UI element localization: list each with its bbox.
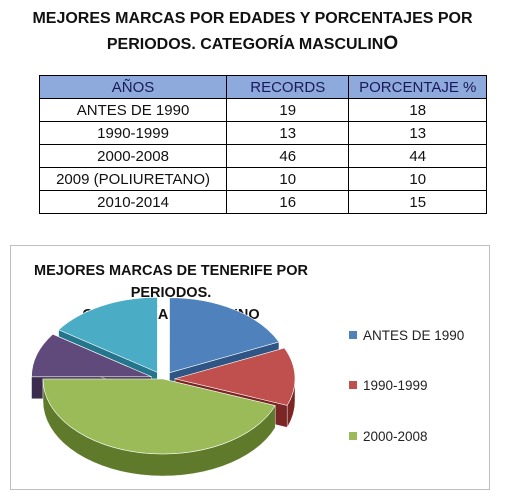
table-row: ANTES DE 1990 19 18 (38, 98, 487, 122)
cell-records: 19 (226, 98, 350, 122)
pie-chart: MEJORES MARCAS DE TENERIFE POR PERIODOS.… (10, 245, 490, 490)
cell-records: 16 (226, 190, 350, 214)
cell-percentage: 10 (348, 167, 487, 191)
legend-swatch (349, 331, 357, 339)
pie-slice-2000-2008 (42, 378, 276, 477)
legend-label: 2000-2008 (363, 429, 428, 444)
cell-period: 2009 (POLIURETANO) (38, 167, 228, 191)
cell-records: 10 (226, 167, 350, 191)
cell-period: 2000-2008 (38, 144, 228, 168)
table-row: 2000-2008 46 44 (38, 144, 487, 168)
legend-item-2000-2008: 2000-2008 (349, 429, 428, 444)
cell-period: 2010-2014 (38, 190, 228, 214)
page-title-line-2: PERIODOS. CATEGORÍA MASCULINO (0, 31, 505, 57)
column-header-anos: AÑOS (38, 75, 228, 99)
column-header-records: RECORDS (226, 75, 350, 99)
pie-slice-top (58, 297, 158, 373)
legend-item-1990-1999: 1990-1999 (349, 378, 428, 393)
table-header-row: AÑOS RECORDS PORCENTAJE % (38, 75, 487, 99)
page-title-line-2-last-letter: O (383, 33, 399, 54)
pie-plot (31, 297, 296, 477)
cell-records: 13 (226, 121, 350, 145)
legend-label: ANTES DE 1990 (363, 328, 465, 343)
table-row: 2009 (POLIURETANO) 10 10 (38, 167, 487, 191)
pie-slice-top (42, 378, 276, 455)
cell-records: 46 (226, 144, 350, 168)
cell-period: 1990-1999 (38, 121, 228, 145)
cell-percentage: 15 (348, 190, 487, 214)
cell-period: ANTES DE 1990 (38, 98, 228, 122)
pie-slice-top (169, 297, 280, 374)
table-row: 2010-2014 16 15 (38, 190, 487, 214)
page-title-line-1: MEJORES MARCAS POR EDADES Y PORCENTAJES … (32, 10, 473, 27)
records-table: AÑOS RECORDS PORCENTAJE % ANTES DE 1990 … (38, 75, 487, 214)
cell-percentage: 13 (348, 121, 487, 145)
chart-title-line-1: MEJORES MARCAS DE TENERIFE POR PERIODOS. (34, 263, 308, 301)
pie-slice-top (173, 347, 296, 406)
table-row: 1990-1999 13 13 (38, 121, 487, 145)
legend-label: 1990-1999 (363, 378, 428, 393)
pie-slice-top (31, 333, 152, 378)
cell-percentage: 44 (348, 144, 487, 168)
cell-percentage: 18 (348, 98, 487, 122)
page-title-line-2-text: PERIODOS. CATEGORÍA MASCULIN (106, 36, 384, 53)
legend-item-antes-de-1990: ANTES DE 1990 (349, 328, 464, 343)
legend-swatch (349, 432, 357, 440)
column-header-porcentaje: PORCENTAJE % (348, 75, 487, 99)
legend-swatch (349, 381, 357, 389)
